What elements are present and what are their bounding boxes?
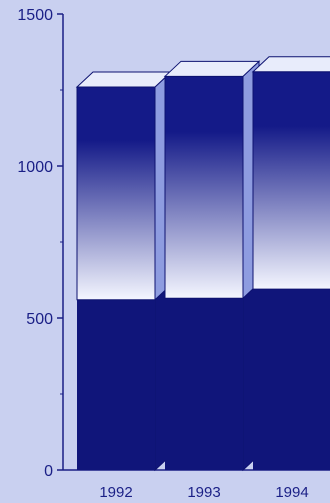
bar-group	[251, 56, 330, 470]
y-tick-label: 500	[26, 311, 53, 328]
bar-top-face	[163, 60, 261, 77]
bar-segment-lower	[253, 289, 330, 470]
x-tick-label: 1994	[275, 484, 308, 501]
x-tick-label: 1992	[99, 484, 132, 501]
bar-segment-upper	[252, 71, 330, 290]
y-tick-label: 1000	[17, 159, 53, 176]
x-tick-label: 1993	[187, 484, 220, 501]
y-tick-label: 1500	[17, 7, 53, 24]
bars	[75, 56, 330, 472]
bar-segment-lower	[165, 298, 243, 470]
y-axis-ticks: 0 500 1000 1500	[17, 7, 63, 480]
bar-group	[75, 70, 173, 472]
bar-segment-upper	[76, 86, 156, 301]
bar-segment-lower	[77, 299, 155, 470]
x-axis-labels: 1992 1993 1994	[99, 484, 308, 501]
bar-top-face	[251, 56, 330, 73]
bar-segment-upper	[164, 75, 244, 299]
y-tick-label: 0	[44, 463, 53, 480]
bar-group	[163, 60, 261, 472]
bar-top-face	[75, 71, 173, 88]
